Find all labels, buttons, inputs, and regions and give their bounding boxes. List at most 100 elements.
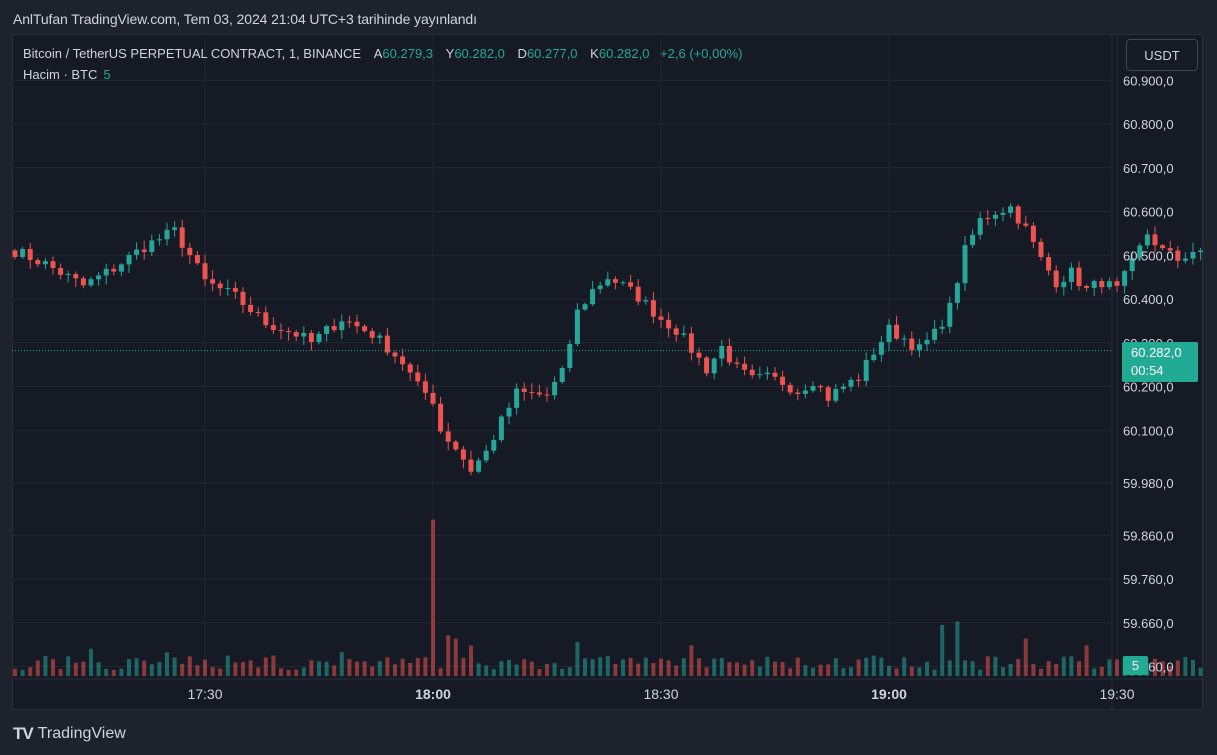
volume-bar xyxy=(172,657,177,676)
candle-body xyxy=(293,332,299,337)
volume-label[interactable]: Hacim · BTC xyxy=(23,67,98,82)
candle-body xyxy=(1084,286,1090,288)
volume-bar xyxy=(970,661,975,676)
open-value: 60.279,3 xyxy=(382,46,434,61)
candle-body xyxy=(331,326,337,331)
candle-body xyxy=(118,264,124,272)
volume-bar xyxy=(1023,638,1028,676)
volume-bar xyxy=(978,669,983,676)
volume-bar xyxy=(203,659,207,676)
candle-body xyxy=(42,261,48,265)
candle-body xyxy=(400,356,406,365)
candle-body xyxy=(194,255,200,264)
candle-body xyxy=(202,263,208,280)
volume-bar xyxy=(385,657,390,676)
candle-body xyxy=(939,326,945,329)
candle-body xyxy=(126,254,132,265)
candle-body xyxy=(863,359,869,381)
candle-body xyxy=(666,319,672,329)
volume-bar xyxy=(180,663,185,676)
candle-body xyxy=(894,324,900,339)
volume-bar xyxy=(522,659,527,676)
tradingview-brand[interactable]: TV TradingView xyxy=(13,724,126,744)
chart-legend: Bitcoin / TetherUS PERPETUAL CONTRACT, 1… xyxy=(23,46,742,61)
volume-bar xyxy=(263,657,268,676)
time-tick-label: 17:30 xyxy=(187,686,222,702)
candle-body xyxy=(96,275,102,280)
price-tick-label: 60.500,0 xyxy=(1123,248,1174,263)
candle-body xyxy=(1182,258,1188,261)
candle-body xyxy=(225,287,231,289)
candle-body xyxy=(992,214,998,219)
time-tick-label: 18:30 xyxy=(643,686,678,702)
volume-bar xyxy=(1160,661,1165,676)
volume-bar xyxy=(294,669,299,676)
volume-bar xyxy=(165,652,169,676)
candle-body xyxy=(1038,241,1044,258)
candle-body xyxy=(719,345,725,359)
candle-body xyxy=(134,249,140,255)
candle-body xyxy=(415,372,421,382)
symbol-name[interactable]: Bitcoin / TetherUS PERPETUAL CONTRACT, 1… xyxy=(23,46,362,61)
volume-bar xyxy=(279,668,283,676)
volume-bar xyxy=(461,657,466,676)
volume-bar xyxy=(780,662,785,676)
candle-body xyxy=(491,440,497,451)
candle-body xyxy=(149,240,155,252)
candle-body xyxy=(111,268,117,272)
candlestick-chart[interactable]: 59.560,059.660,059.760,059.860,059.980,0… xyxy=(12,34,1203,710)
candle-body xyxy=(12,250,18,257)
candle-body xyxy=(620,282,626,284)
candle-body xyxy=(1114,281,1120,286)
candle-body xyxy=(681,333,687,335)
candle-body xyxy=(787,384,793,393)
volume-bar xyxy=(157,662,162,676)
volume-bar xyxy=(210,667,215,676)
volume-bar xyxy=(826,664,831,676)
candle-body xyxy=(1144,234,1150,246)
volume-bar xyxy=(879,657,884,676)
candle-body xyxy=(35,260,41,265)
volume-bar xyxy=(636,663,641,676)
candle-body xyxy=(704,357,710,374)
volume-bar xyxy=(408,662,413,676)
candle-body xyxy=(878,342,884,355)
volume-bar xyxy=(1198,667,1203,676)
volume-bar xyxy=(1183,656,1188,676)
volume-bar xyxy=(127,659,131,676)
candle-body xyxy=(430,392,436,404)
volume-bar xyxy=(317,661,321,676)
volume-bar xyxy=(309,660,314,676)
volume-bar xyxy=(529,661,534,676)
candle-body xyxy=(597,285,603,290)
volume-bar xyxy=(1046,661,1051,676)
candle-body xyxy=(574,309,580,345)
open-label: A xyxy=(373,46,383,61)
volume-bar xyxy=(613,664,618,676)
price-tick-label: 60.400,0 xyxy=(1123,292,1174,307)
price-tick-label: 59.980,0 xyxy=(1123,476,1174,491)
volume-bar xyxy=(362,661,367,676)
candle-body xyxy=(1023,223,1029,226)
volume-bar xyxy=(446,635,451,676)
volume-bar xyxy=(431,519,435,676)
volume-bar xyxy=(894,668,899,676)
volume-bar xyxy=(491,669,496,676)
candle-body xyxy=(605,279,611,286)
candle-body xyxy=(445,431,451,442)
volume-bar xyxy=(864,657,869,676)
candle-body xyxy=(506,407,512,417)
volume-bar xyxy=(142,660,147,676)
volume-bar xyxy=(795,657,800,676)
chart-frame[interactable] xyxy=(12,34,1203,710)
candle-body xyxy=(628,282,634,287)
volume-bar xyxy=(256,667,261,676)
currency-button[interactable]: USDT xyxy=(1126,39,1198,71)
candle-body xyxy=(164,229,170,240)
volume-bar xyxy=(605,656,610,676)
candle-body xyxy=(810,386,816,391)
price-candles xyxy=(12,203,1203,476)
volume-bar xyxy=(818,664,823,676)
candle-body xyxy=(635,286,641,302)
candle-body xyxy=(278,330,284,332)
